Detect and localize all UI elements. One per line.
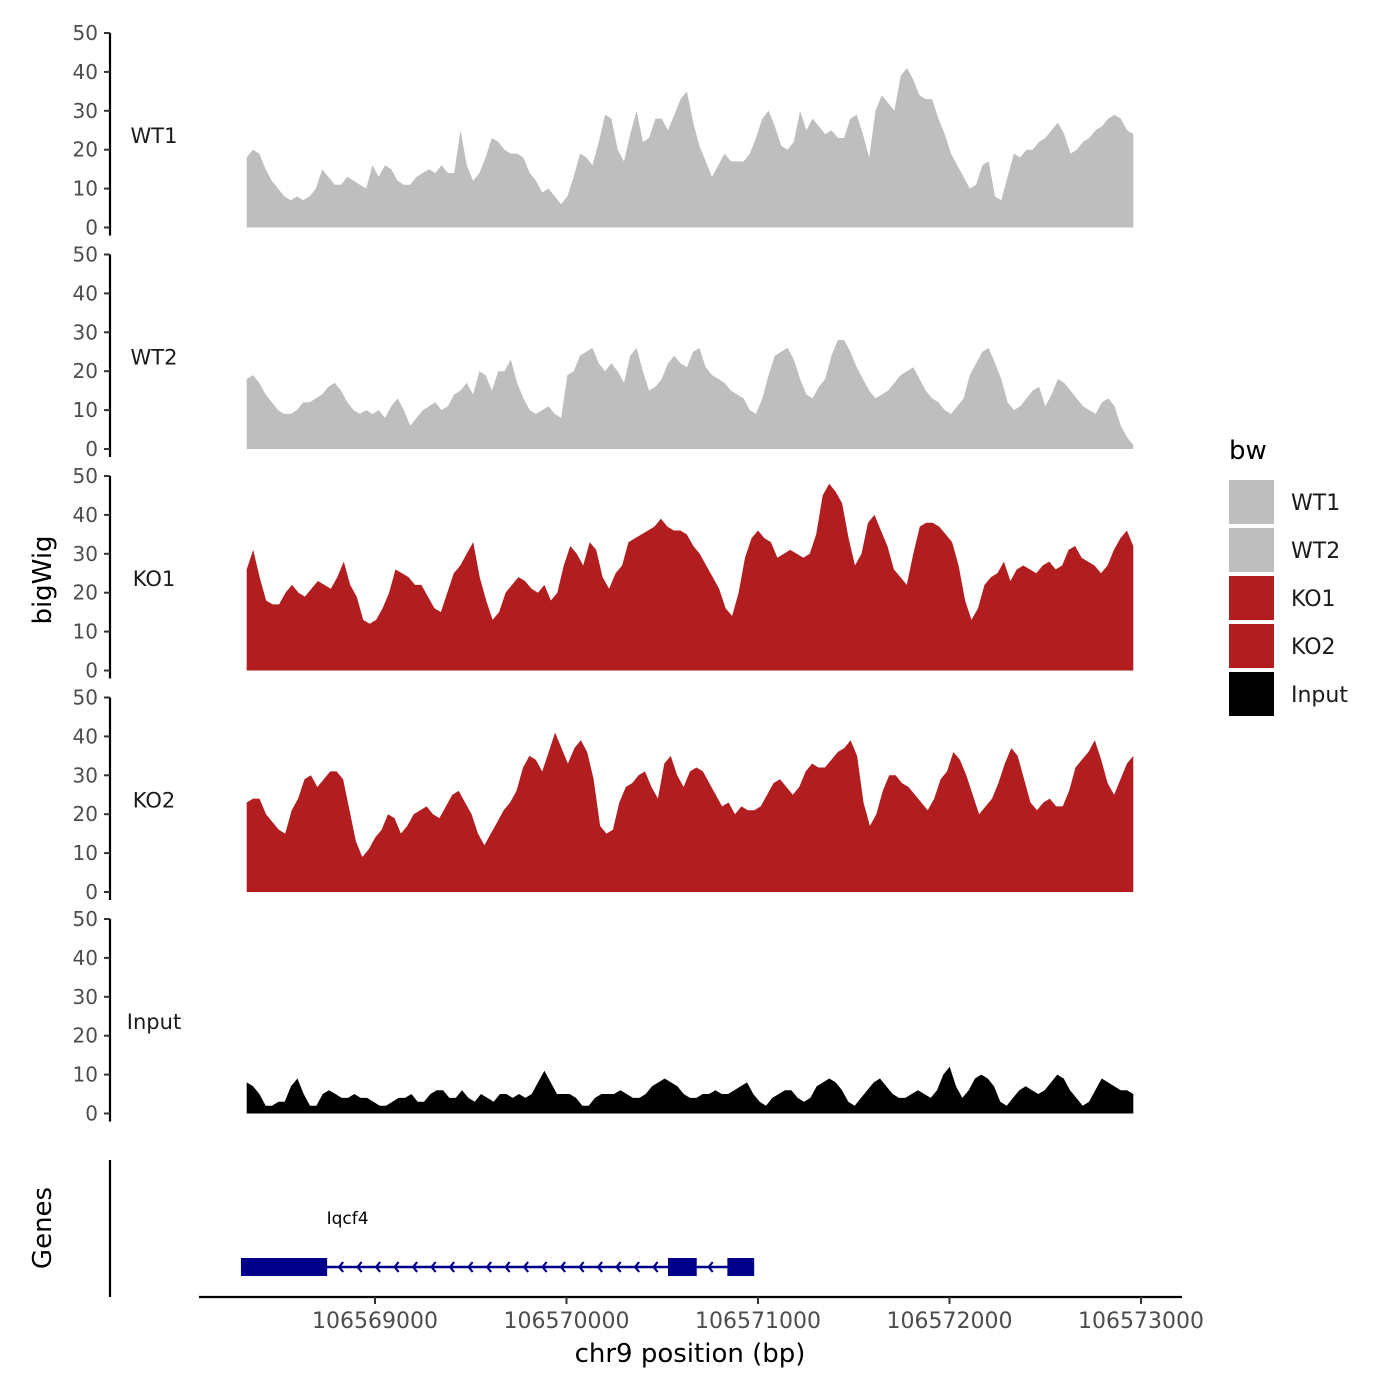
x-tick-label: 106572000 [887,1309,1013,1334]
y-tick-label: 40 [73,724,98,748]
track-ko2: 0 10 20 30 40 50 KO2 [73,686,1134,904]
gene-iqcf4: Iqcf4 [240,1209,755,1276]
y-tick-label: 20 [73,359,98,383]
y-tick-label: 40 [73,946,98,970]
x-axis-title: chr9 position (bp) [575,1339,806,1369]
legend-swatch-wt1 [1229,480,1274,524]
y-tick-label: 20 [73,581,98,605]
x-tick-label: 106569000 [312,1309,438,1334]
track-label-ko2: KO2 [133,789,176,813]
strand-arrow [522,1261,529,1273]
strand-arrow [633,1261,640,1273]
gene-exon [240,1258,328,1276]
strand-arrow [356,1261,363,1273]
y-axis-title: bigWig [28,535,58,624]
strand-arrow [541,1261,548,1273]
y-tick-label: 40 [73,60,98,84]
y-tick-label: 10 [73,1063,98,1087]
y-tick-label: 10 [73,841,98,865]
legend-swatch-wt2 [1229,528,1274,572]
y-tick-label: 40 [73,503,98,527]
y-tick-label: 20 [73,138,98,162]
y-tick-label: 30 [73,542,98,566]
genes-title: Genes [28,1187,58,1269]
legend-label-wt2: WT2 [1291,539,1340,564]
y-tick-label: 30 [73,320,98,344]
strand-arrow [707,1261,714,1273]
track-label-wt2: WT2 [131,346,178,370]
y-tick-label: 0 [85,216,98,240]
y-tick-label: 30 [73,763,98,787]
y-tick-label: 0 [85,437,98,461]
track-wt1: 0 10 20 30 40 50 WT1 [73,21,1134,240]
strand-arrow [615,1261,622,1273]
y-tick-label: 20 [73,1024,98,1048]
y-tick-label: 20 [73,802,98,826]
strand-arrow [578,1261,585,1273]
strand-arrow [652,1261,659,1273]
strand-arrow [374,1261,381,1273]
bigwig-tracks: 0 10 20 30 40 50 WT1 0 10 20 30 40 50 WT2 0 10 20 30 40 50 K… [73,21,1134,1126]
strand-arrow [485,1261,492,1273]
genes-panel: Genes Iqcf4 [28,1160,755,1297]
legend-title: bw [1229,436,1267,466]
y-tick-label: 40 [73,281,98,305]
strand-arrow [393,1261,400,1273]
y-tick-label: 30 [73,985,98,1009]
strand-arrow [467,1261,474,1273]
track-ko1: 0 10 20 30 40 50 KO1 [73,464,1134,683]
gene-name-label: Iqcf4 [327,1209,369,1229]
strand-arrow [448,1261,455,1273]
legend: bw WT1 WT2 KO1 KO2 Input [1229,436,1348,716]
gene-exon [667,1258,697,1276]
coverage-area-input [246,1066,1134,1114]
strand-arrow [430,1261,437,1273]
x-tick-label: 106570000 [504,1309,630,1334]
gene-exon [727,1258,755,1276]
legend-label-wt1: WT1 [1291,491,1340,516]
strand-arrow [504,1261,511,1273]
track-label-ko1: KO1 [133,567,176,591]
legend-label-ko2: KO2 [1291,635,1336,660]
y-tick-label: 0 [85,1102,98,1126]
y-tick-label: 10 [73,398,98,422]
track-input: 0 10 20 30 40 50 Input [73,907,1134,1126]
y-tick-label: 10 [73,620,98,644]
legend-label-input: Input [1291,683,1348,708]
y-tick-label: 50 [73,464,98,488]
y-tick-label: 0 [85,880,98,904]
y-tick-label: 50 [73,907,98,931]
legend-swatch-ko1 [1229,576,1274,620]
strand-arrow [559,1261,566,1273]
y-tick-label: 0 [85,659,98,683]
x-axis: 106569000 106570000 106571000 106572000 1065… [199,1295,1204,1334]
strand-arrow [596,1261,603,1273]
x-tick-label: 106571000 [695,1309,821,1334]
legend-swatch-input [1229,672,1274,716]
y-tick-label: 50 [73,21,98,45]
legend-label-ko1: KO1 [1291,587,1336,612]
coverage-area-wt1 [246,68,1134,228]
x-tick-label: 106573000 [1078,1309,1204,1334]
coverage-area-ko1 [246,483,1134,671]
strand-arrow [411,1261,418,1273]
coverage-area-wt2 [246,340,1134,449]
y-tick-label: 30 [73,99,98,123]
y-tick-label: 50 [73,686,98,710]
coverage-area-ko2 [246,732,1134,892]
strand-arrow [337,1261,344,1273]
track-label-input: Input [127,1010,181,1034]
track-label-wt1: WT1 [131,124,178,148]
y-tick-label: 50 [73,243,98,267]
track-wt2: 0 10 20 30 40 50 WT2 [73,243,1134,461]
y-tick-label: 10 [73,177,98,201]
legend-swatch-ko2 [1229,624,1274,668]
